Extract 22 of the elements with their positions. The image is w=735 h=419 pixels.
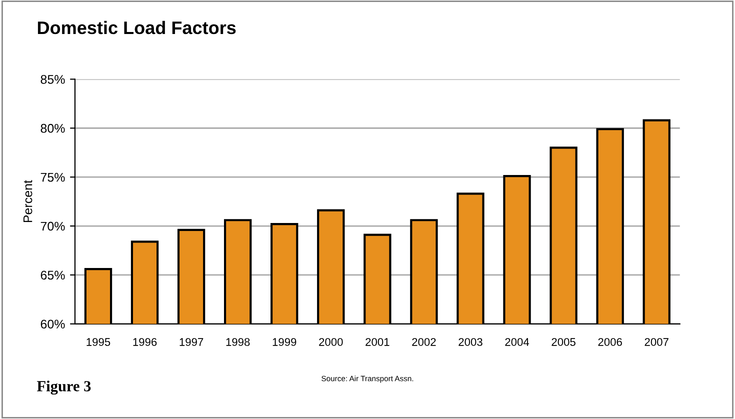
x-tick-label: 2001 [366,338,390,346]
x-tick-label: 2003 [458,338,482,346]
y-tick-label: 75% [40,172,65,182]
y-tick-label: 60% [40,320,65,329]
x-tick-label: 1998 [226,338,250,346]
chart-title: Domestic Load Factors [38,20,236,34]
caption: Figure 3 [37,380,91,395]
x-tick-label: 2004 [505,338,530,346]
x-tick-label: 2002 [412,338,436,346]
y-tick-label: 70% [40,222,65,231]
x-tick-label: 1999 [272,338,296,346]
y-tick-label: 85% [40,74,65,84]
x-tick-label: 2007 [644,338,668,346]
y-axis-title: Percent [23,180,32,222]
y-tick-label: 65% [40,270,65,280]
y-tick-label: 80% [40,124,65,133]
x-tick-label: 2005 [552,338,576,346]
x-tick-label: 1996 [133,338,157,346]
x-tick-label: 2000 [319,338,343,346]
x-tick-label: 2006 [598,338,622,346]
x-tick-label: 1995 [86,338,110,346]
x-tick-label: 1997 [180,338,204,346]
